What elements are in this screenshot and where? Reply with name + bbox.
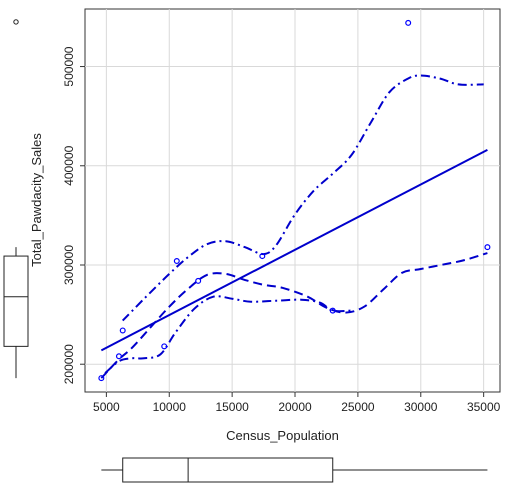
data-point <box>484 244 491 251</box>
y-box-outlier <box>13 19 19 25</box>
x-boxplot <box>101 457 488 483</box>
smooth-curve <box>100 252 488 379</box>
x-axis-label: Census_Population <box>226 428 339 443</box>
fit-curves <box>100 74 488 379</box>
y-tick-label: 500000 <box>62 46 76 86</box>
data-point <box>173 258 180 265</box>
data-point <box>119 327 126 334</box>
y-tick-label: 300000 <box>62 245 76 285</box>
x-tick-label: 35000 <box>467 400 501 414</box>
x-tick-label: 15000 <box>215 400 249 414</box>
x-tick-label: 30000 <box>404 400 438 414</box>
lower-band-curve <box>104 295 352 374</box>
x-tick-label: 5000 <box>93 400 120 414</box>
data-point <box>161 343 168 350</box>
data-point <box>195 277 202 284</box>
x-tick-label: 20000 <box>278 400 312 414</box>
y-axis-ticks: 200000 300000 400000 500000 <box>62 46 85 384</box>
y-boxplot <box>3 19 29 379</box>
plot-area <box>84 8 501 393</box>
regression-line <box>100 149 488 352</box>
data-point <box>98 375 105 382</box>
y-axis-label: Total_Pawdacity_Sales <box>29 133 44 267</box>
data-point <box>405 19 412 26</box>
y-tick-label: 200000 <box>62 344 76 384</box>
y-box-body <box>3 255 29 347</box>
data-point <box>259 253 266 260</box>
data-point <box>329 307 336 314</box>
data-points <box>98 19 491 382</box>
x-box-body <box>122 457 334 483</box>
x-axis-ticks: 5000 10000 15000 20000 25000 30000 35000 <box>93 392 501 414</box>
y-tick-label: 400000 <box>62 145 76 185</box>
upper-band-curve <box>121 74 484 322</box>
x-tick-label: 25000 <box>341 400 375 414</box>
data-point <box>115 353 122 360</box>
x-tick-label: 10000 <box>153 400 187 414</box>
grid-lines <box>85 9 500 392</box>
